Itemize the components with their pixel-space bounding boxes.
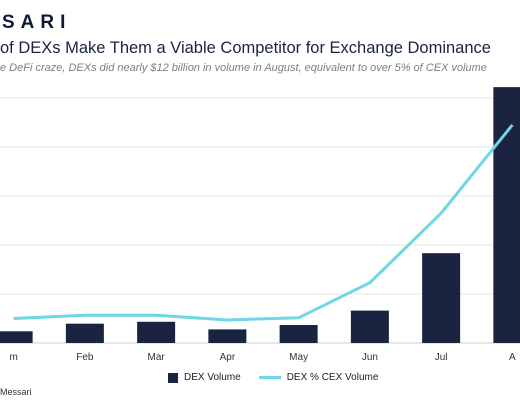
legend-item-dex-volume: DEX Volume <box>168 372 241 383</box>
x-tick-label: Apr <box>220 352 236 363</box>
chart-subtitle: e DeFi craze, DEXs did nearly $12 billio… <box>0 62 487 74</box>
bar-dex-volume <box>350 310 389 343</box>
x-tick-label: Feb <box>76 352 94 363</box>
bar-dex-volume <box>422 253 461 343</box>
legend-swatch-line <box>258 376 281 379</box>
x-tick-label: Jun <box>362 352 378 363</box>
bar-dex-volume <box>137 321 176 343</box>
chart-plot: m Feb Mar Apr May Jun Jul A <box>0 87 520 363</box>
legend-label-dex-volume: DEX Volume <box>184 372 241 383</box>
chart-title: of DEXs Make Them a Viable Competitor fo… <box>0 39 491 57</box>
legend-swatch-bar <box>168 372 178 383</box>
bar-dex-volume <box>65 323 104 343</box>
legend-label-dex-pct-cex: DEX % CEX Volume <box>286 372 379 383</box>
source-label: Messari <box>0 387 32 397</box>
line-dex-pct-cex <box>13 123 514 322</box>
bar-dex-volume <box>493 87 520 343</box>
x-tick-label: m <box>9 352 17 363</box>
x-tick-label: Mar <box>148 352 166 363</box>
bar-dex-volume <box>279 325 318 343</box>
bar-dex-volume <box>208 329 247 343</box>
x-tick-label: Jul <box>435 352 448 363</box>
messari-logo: SARI <box>2 12 72 33</box>
x-tick-label: A <box>509 352 516 363</box>
chart-legend: DEX Volume DEX % CEX Volume <box>168 372 378 383</box>
legend-item-dex-pct-cex: DEX % CEX Volume <box>258 372 379 383</box>
bar-dex-volume <box>0 331 33 343</box>
x-tick-label: May <box>289 352 308 363</box>
